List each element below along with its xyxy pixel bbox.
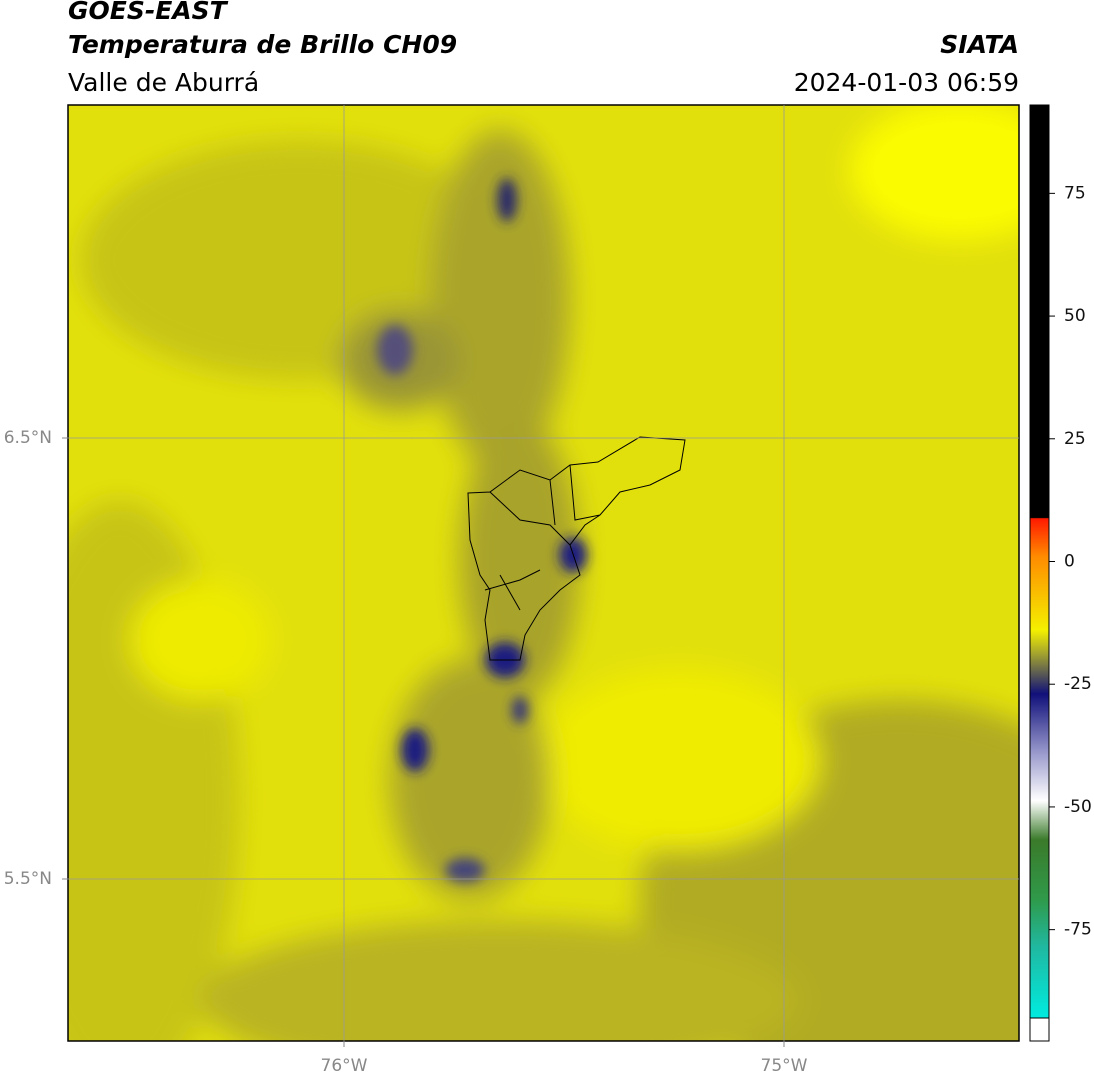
region: Valle de Aburrá <box>68 68 259 97</box>
colorbar-extend <box>1029 1017 1050 1042</box>
timestamp: 2024-01-03 06:59 <box>794 68 1019 97</box>
colorbar-label: 75 <box>1064 183 1086 203</box>
colorbar <box>1030 105 1049 1018</box>
lon-label: 75°W <box>761 1056 808 1076</box>
subtitle: Temperatura de Brillo CH09 <box>68 30 457 59</box>
colorbar-label: -25 <box>1064 674 1092 694</box>
field <box>68 105 1019 1041</box>
lat-label: 5.5°N <box>4 869 52 889</box>
colorbar-frame <box>1029 104 1050 1042</box>
map-frame <box>67 104 1020 1042</box>
colorbar-label: 0 <box>1064 552 1075 572</box>
lat-label: 6.5°N <box>4 428 52 448</box>
colorbar-label: 25 <box>1064 429 1086 449</box>
colorbar-label: 50 <box>1064 306 1086 326</box>
source: SIATA <box>940 30 1019 59</box>
colorbar-label: -50 <box>1064 797 1092 817</box>
lon-label: 76°W <box>321 1056 368 1076</box>
colorbar-label: -75 <box>1064 920 1092 940</box>
title: GOES-EAST <box>68 0 229 25</box>
